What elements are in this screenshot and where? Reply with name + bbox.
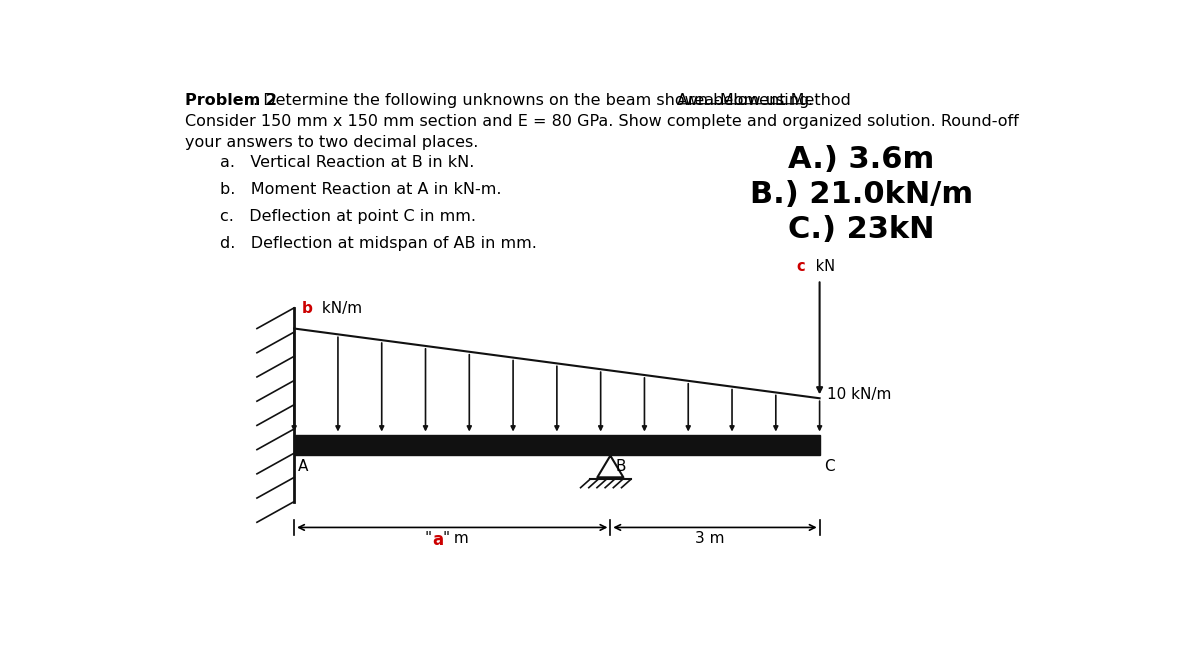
Text: 10 kN/m: 10 kN/m — [827, 386, 892, 402]
Text: ": " — [425, 531, 432, 546]
Text: Consider 150 mm x 150 mm section and E = 80 GPa. Show complete and organized sol: Consider 150 mm x 150 mm section and E =… — [185, 114, 1019, 129]
Text: kN: kN — [811, 259, 835, 274]
Text: your answers to two decimal places.: your answers to two decimal places. — [185, 135, 479, 150]
Text: m: m — [450, 531, 469, 546]
Text: C.) 23kN: C.) 23kN — [788, 215, 935, 244]
Text: d.   Deflection at midspan of AB in mm.: d. Deflection at midspan of AB in mm. — [220, 236, 536, 251]
Text: ": " — [443, 531, 450, 546]
Text: Area-Moment Method: Area-Moment Method — [677, 93, 851, 109]
Text: b: b — [301, 301, 312, 315]
Text: .: . — [808, 93, 812, 109]
Text: 3 m: 3 m — [695, 531, 724, 546]
Text: Problem 2: Problem 2 — [185, 93, 277, 109]
Text: b.   Moment Reaction at A in kN-m.: b. Moment Reaction at A in kN-m. — [220, 183, 502, 197]
Text: a.   Vertical Reaction at B in kN.: a. Vertical Reaction at B in kN. — [220, 156, 474, 170]
Text: C: C — [824, 459, 835, 474]
Text: A.) 3.6m: A.) 3.6m — [788, 145, 935, 174]
Text: A: A — [298, 459, 308, 474]
Text: c.   Deflection at point C in mm.: c. Deflection at point C in mm. — [220, 209, 475, 224]
Text: B: B — [616, 459, 626, 474]
Text: B.) 21.0kN/m: B.) 21.0kN/m — [750, 180, 973, 209]
Text: c: c — [797, 259, 805, 274]
Text: kN/m: kN/m — [317, 301, 362, 315]
Text: . Determine the following unknowns on the beam shown below using: . Determine the following unknowns on th… — [253, 93, 815, 109]
Text: a: a — [432, 531, 443, 548]
FancyBboxPatch shape — [294, 435, 820, 455]
